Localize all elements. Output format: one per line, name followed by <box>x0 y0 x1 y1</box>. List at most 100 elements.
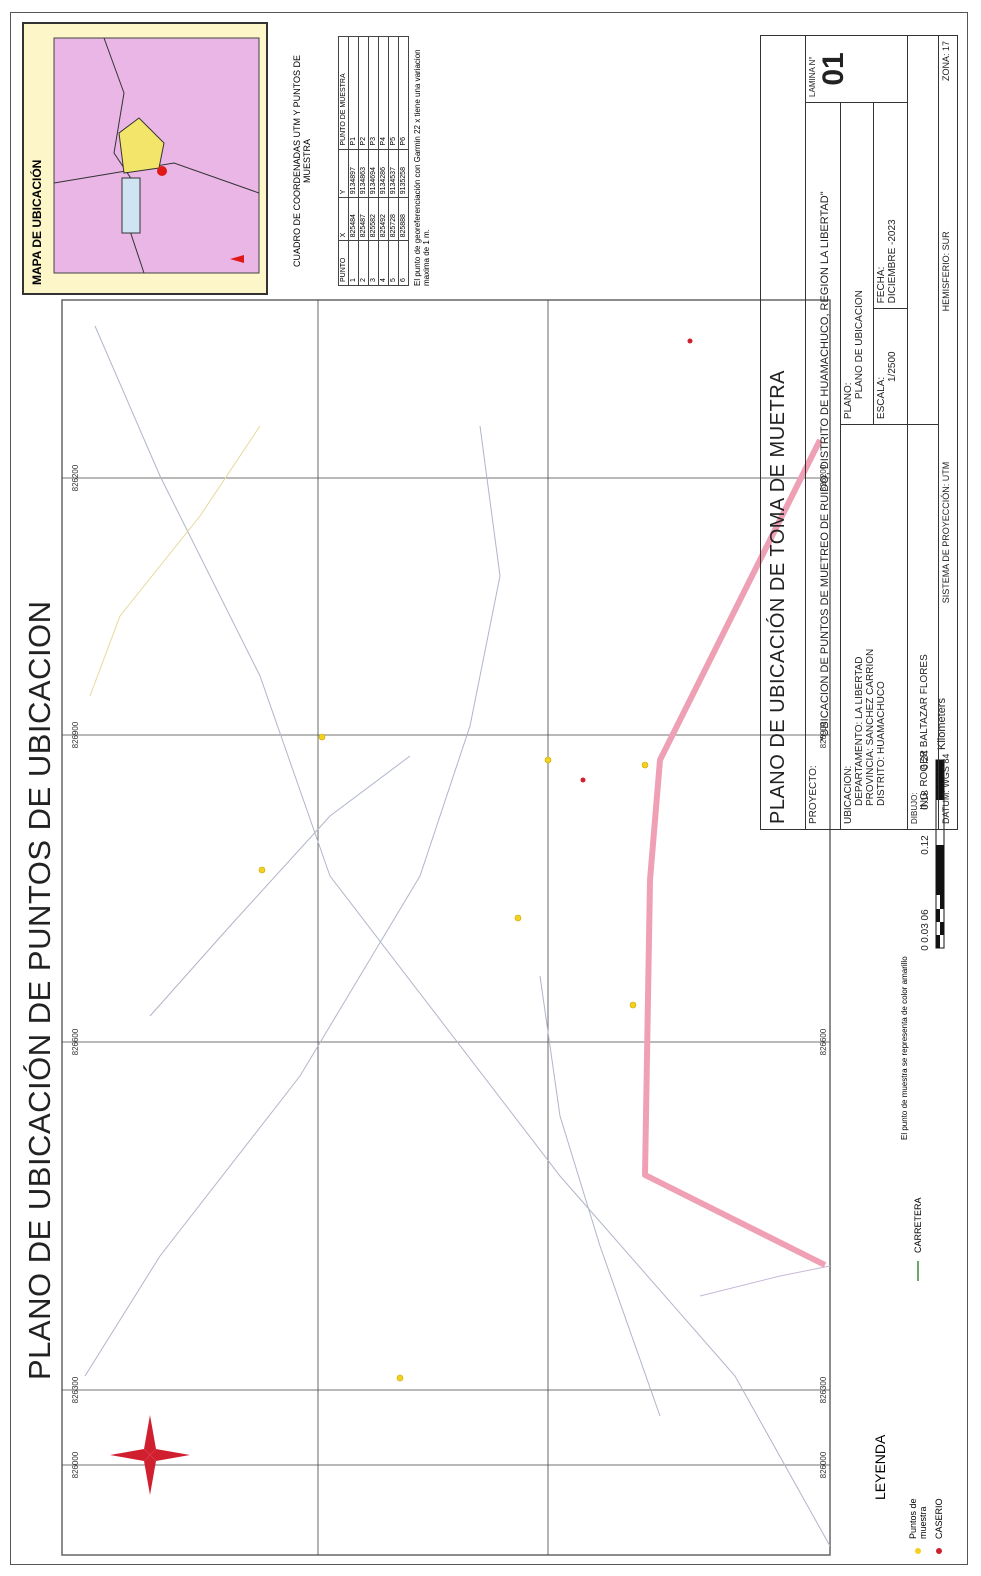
sheet-number: 01 <box>817 41 851 97</box>
filler <box>908 36 939 425</box>
project-cell: PROYECTO: "UBICACION DE PUNTOS DE MUETRE… <box>805 102 840 829</box>
label: DIBUJO: <box>910 430 919 824</box>
scale-label: 0 <box>920 945 931 951</box>
table-cell: 1 <box>349 241 359 286</box>
location-cell: UBICACION: DEPARTAMENTO: LA LIBERTAD PRO… <box>840 425 907 830</box>
datum-row: DATUM: WGS 84 SISTEMA DE PROYECCIÓN: UTM… <box>939 36 958 830</box>
table-cell: 825888 <box>399 198 409 241</box>
sample-points <box>259 734 648 1381</box>
block-title: PLANO DE UBICACIÓN DE TOMA DE MUETRA <box>761 36 806 830</box>
sheet-number-cell: LAMINA N° 01 <box>805 36 907 103</box>
village-point <box>581 778 586 783</box>
table-cell: 825484 <box>349 198 359 241</box>
table-cell: P5 <box>389 37 399 150</box>
sample-point <box>515 915 521 921</box>
table-cell: X <box>339 198 349 241</box>
location-map-title: MAPA DE UBICACIÓN <box>30 160 44 285</box>
grid-label: 826300 <box>819 1376 828 1403</box>
grid-label: 826000 <box>71 1451 80 1478</box>
road <box>90 426 260 696</box>
map-sheet: PLANO DE UBICACIÓN DE PUNTOS DE UBICACIO… <box>0 0 981 1576</box>
table-note: El punto de georeferenciación con Garmin… <box>413 36 431 286</box>
label: ESCALA: <box>876 314 887 419</box>
north-arrow <box>110 1415 190 1495</box>
legend: Puntos de muestra CARRETERA CASERIO <box>908 1197 950 1555</box>
grid-label: 826600 <box>71 1028 80 1055</box>
scale-value: 1/2500 <box>887 314 898 419</box>
scale-cell: ESCALA: 1/2500 <box>874 309 908 425</box>
sample-point <box>319 734 325 740</box>
label: PLANO: <box>843 108 854 419</box>
location-line: DEPARTAMENTO: LA LIBERTAD <box>854 430 865 824</box>
village-point <box>688 339 693 344</box>
table-cell: 4 <box>379 241 389 286</box>
roads <box>85 326 830 1546</box>
sample-point <box>630 1002 636 1008</box>
table-cell: 825582 <box>369 198 379 241</box>
legend-swatch <box>935 1547 943 1555</box>
table-cell: 5 <box>389 241 399 286</box>
legend-label: Puntos de muestra <box>908 1469 928 1539</box>
table-cell: 2 <box>359 241 369 286</box>
coordinates-panel: CUADRO DE COORDENADAS UTM Y PUNTOS DE MU… <box>292 36 431 286</box>
scale-label: 0.12 <box>920 835 931 855</box>
location-map-drawing <box>24 24 266 293</box>
table-cell: PUNTO DE MUESTRA <box>339 37 349 150</box>
grid-label: 826600 <box>819 1028 828 1055</box>
sample-point <box>259 867 265 873</box>
projection: SISTEMA DE PROYECCIÓN: UTM <box>941 462 951 604</box>
legend-label: CASERIO <box>934 1498 944 1539</box>
table-cell: 9134286 <box>379 149 389 198</box>
grid <box>62 300 830 1555</box>
table-cell: 9134897 <box>349 149 359 198</box>
location-map: MAPA DE UBICACIÓN <box>22 22 268 295</box>
table-cell: PUNTO <box>339 241 349 286</box>
table-cell: 9134694 <box>369 149 379 198</box>
drawn-by: ING. ROGER BALTAZAR FLORES <box>919 430 930 824</box>
table-caption: CUADRO DE COORDENADAS UTM Y PUNTOS DE MU… <box>292 36 312 286</box>
table-cell: 6 <box>399 241 409 286</box>
legend-title: LEYENDA <box>872 1435 888 1500</box>
title-block: PLANO DE UBICACIÓN DE TOMA DE MUETRA PRO… <box>760 35 958 830</box>
table-cell: 825487 <box>359 198 369 241</box>
map-frame <box>62 300 830 1555</box>
table-cell: 825728 <box>389 198 399 241</box>
label: UBICACION: <box>843 430 854 824</box>
table-cell: Y <box>339 149 349 198</box>
road <box>85 426 500 1376</box>
sample-point <box>397 1375 403 1381</box>
table-cell: P1 <box>349 37 359 150</box>
table-cell: 825492 <box>379 198 389 241</box>
legend-swatch <box>914 1547 922 1555</box>
grid-label: 826200 <box>71 464 80 491</box>
table-cell: 9134537 <box>389 149 399 198</box>
table-cell: 3 <box>369 241 379 286</box>
table-cell: 9135258 <box>399 149 409 198</box>
zone: ZONA: 17 <box>941 41 951 81</box>
table-cell: P3 <box>369 37 379 150</box>
datum: DATUM: WGS 84 <box>941 754 951 824</box>
grid-labels: 826000 826300 826600 826900 826200 82600… <box>71 464 828 1478</box>
hemisphere: HEMISFERIO: SUR <box>941 231 951 311</box>
table-cell: 9134863 <box>359 149 369 198</box>
project-name: "UBICACION DE PUNTOS DE MUETREO DE RUIDO… <box>819 108 831 824</box>
table-row: 28254879134863P2 <box>359 37 369 286</box>
drawn-cell: DIBUJO: ING. ROGER BALTAZAR FLORES <box>908 425 939 830</box>
legend-label: CARRETERA <box>913 1197 923 1253</box>
road <box>150 756 410 1016</box>
plan-name: PLANO DE UBICACION <box>854 108 865 419</box>
table-cell: P4 <box>379 37 389 150</box>
scale-label: 0.03 06 <box>920 909 931 943</box>
date-value: DICIEMBRE -2023 <box>887 108 898 303</box>
map-note: El punto de muestra se representa de col… <box>900 956 909 1140</box>
table-cell: P2 <box>359 37 369 150</box>
label: LAMINA N° <box>808 41 817 97</box>
legend-swatch <box>916 1261 920 1461</box>
grid-label: 826300 <box>71 1376 80 1403</box>
label: PROYECTO: <box>808 108 819 824</box>
